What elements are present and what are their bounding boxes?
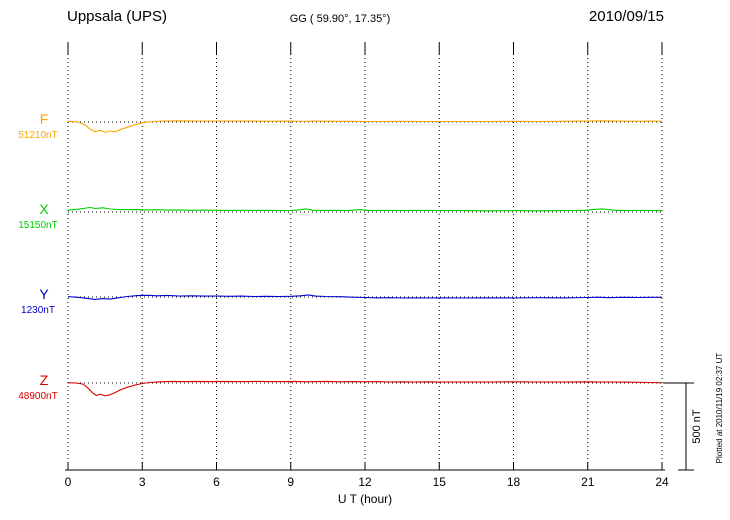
channel-label-Y: Y: [39, 286, 49, 302]
x-tick-label-12: 12: [358, 475, 372, 489]
x-axis-label: U T (hour): [338, 492, 392, 506]
x-tick-label-0: 0: [65, 475, 72, 489]
plotted-at-note: Plotted at 2010/11/19 02:37 UT: [715, 353, 724, 464]
trace-F: [67, 120, 663, 133]
channel-label-X: X: [39, 201, 49, 217]
channel-label-Z: Z: [40, 372, 49, 388]
x-tick-label-9: 9: [287, 475, 294, 489]
geographic-coords: GG ( 59.90°, 17.35°): [289, 13, 391, 25]
channel-baseline-value-X: 15150nT: [18, 220, 57, 231]
scale-bar-label: 500 nT: [691, 409, 703, 444]
channel-baseline-value-F: 51210nT: [18, 130, 57, 141]
channel-baseline-value-Y: 1230nT: [21, 305, 55, 316]
plot-date: 2010/09/15: [588, 8, 664, 25]
trace-X: [67, 206, 662, 212]
station-name: Uppsala (UPS): [67, 8, 168, 25]
x-tick-label-15: 15: [433, 475, 447, 489]
x-tick-label-21: 21: [581, 475, 595, 489]
channel-baseline-value-Z: 48900nT: [18, 391, 57, 402]
x-tick-label-3: 3: [139, 475, 146, 489]
channel-label-F: F: [40, 111, 49, 127]
x-tick-label-18: 18: [507, 475, 521, 489]
x-tick-label-6: 6: [213, 475, 220, 489]
x-tick-label-24: 24: [655, 475, 669, 489]
trace-Z: [67, 380, 663, 397]
trace-Y: [67, 294, 662, 300]
